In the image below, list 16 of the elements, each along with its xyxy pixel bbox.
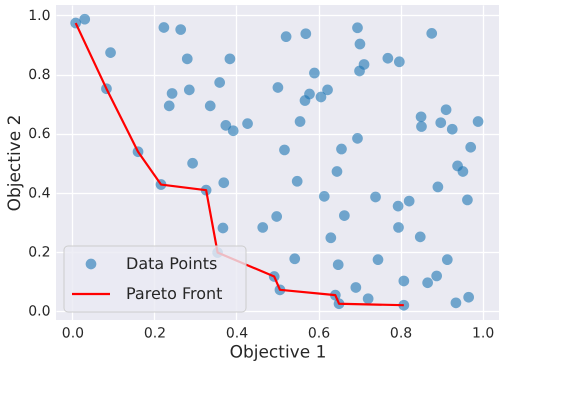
y-tick-label: 0.6 bbox=[28, 126, 51, 142]
y-tick-label: 0.2 bbox=[28, 244, 50, 260]
y-tick-label: 1.0 bbox=[28, 8, 50, 24]
x-tick-label: 1.0 bbox=[472, 326, 494, 342]
legend-label: Pareto Front bbox=[126, 284, 222, 303]
x-tick-label: 0.2 bbox=[144, 326, 166, 342]
y-axis-title: Objective 2 bbox=[5, 114, 26, 212]
x-tick-label: 0.6 bbox=[308, 326, 330, 342]
x-tick-label: 0.4 bbox=[226, 326, 248, 342]
x-axis-title: Objective 1 bbox=[230, 342, 326, 362]
y-tick-label: 0.4 bbox=[28, 185, 51, 202]
legend-label: Data Points bbox=[126, 254, 218, 273]
y-tick-label: 0.0 bbox=[28, 304, 50, 320]
x-tick-label: 0.0 bbox=[62, 326, 84, 342]
x-tick-label: 0.8 bbox=[390, 326, 412, 342]
y-tick-label: 0.8 bbox=[28, 67, 50, 84]
